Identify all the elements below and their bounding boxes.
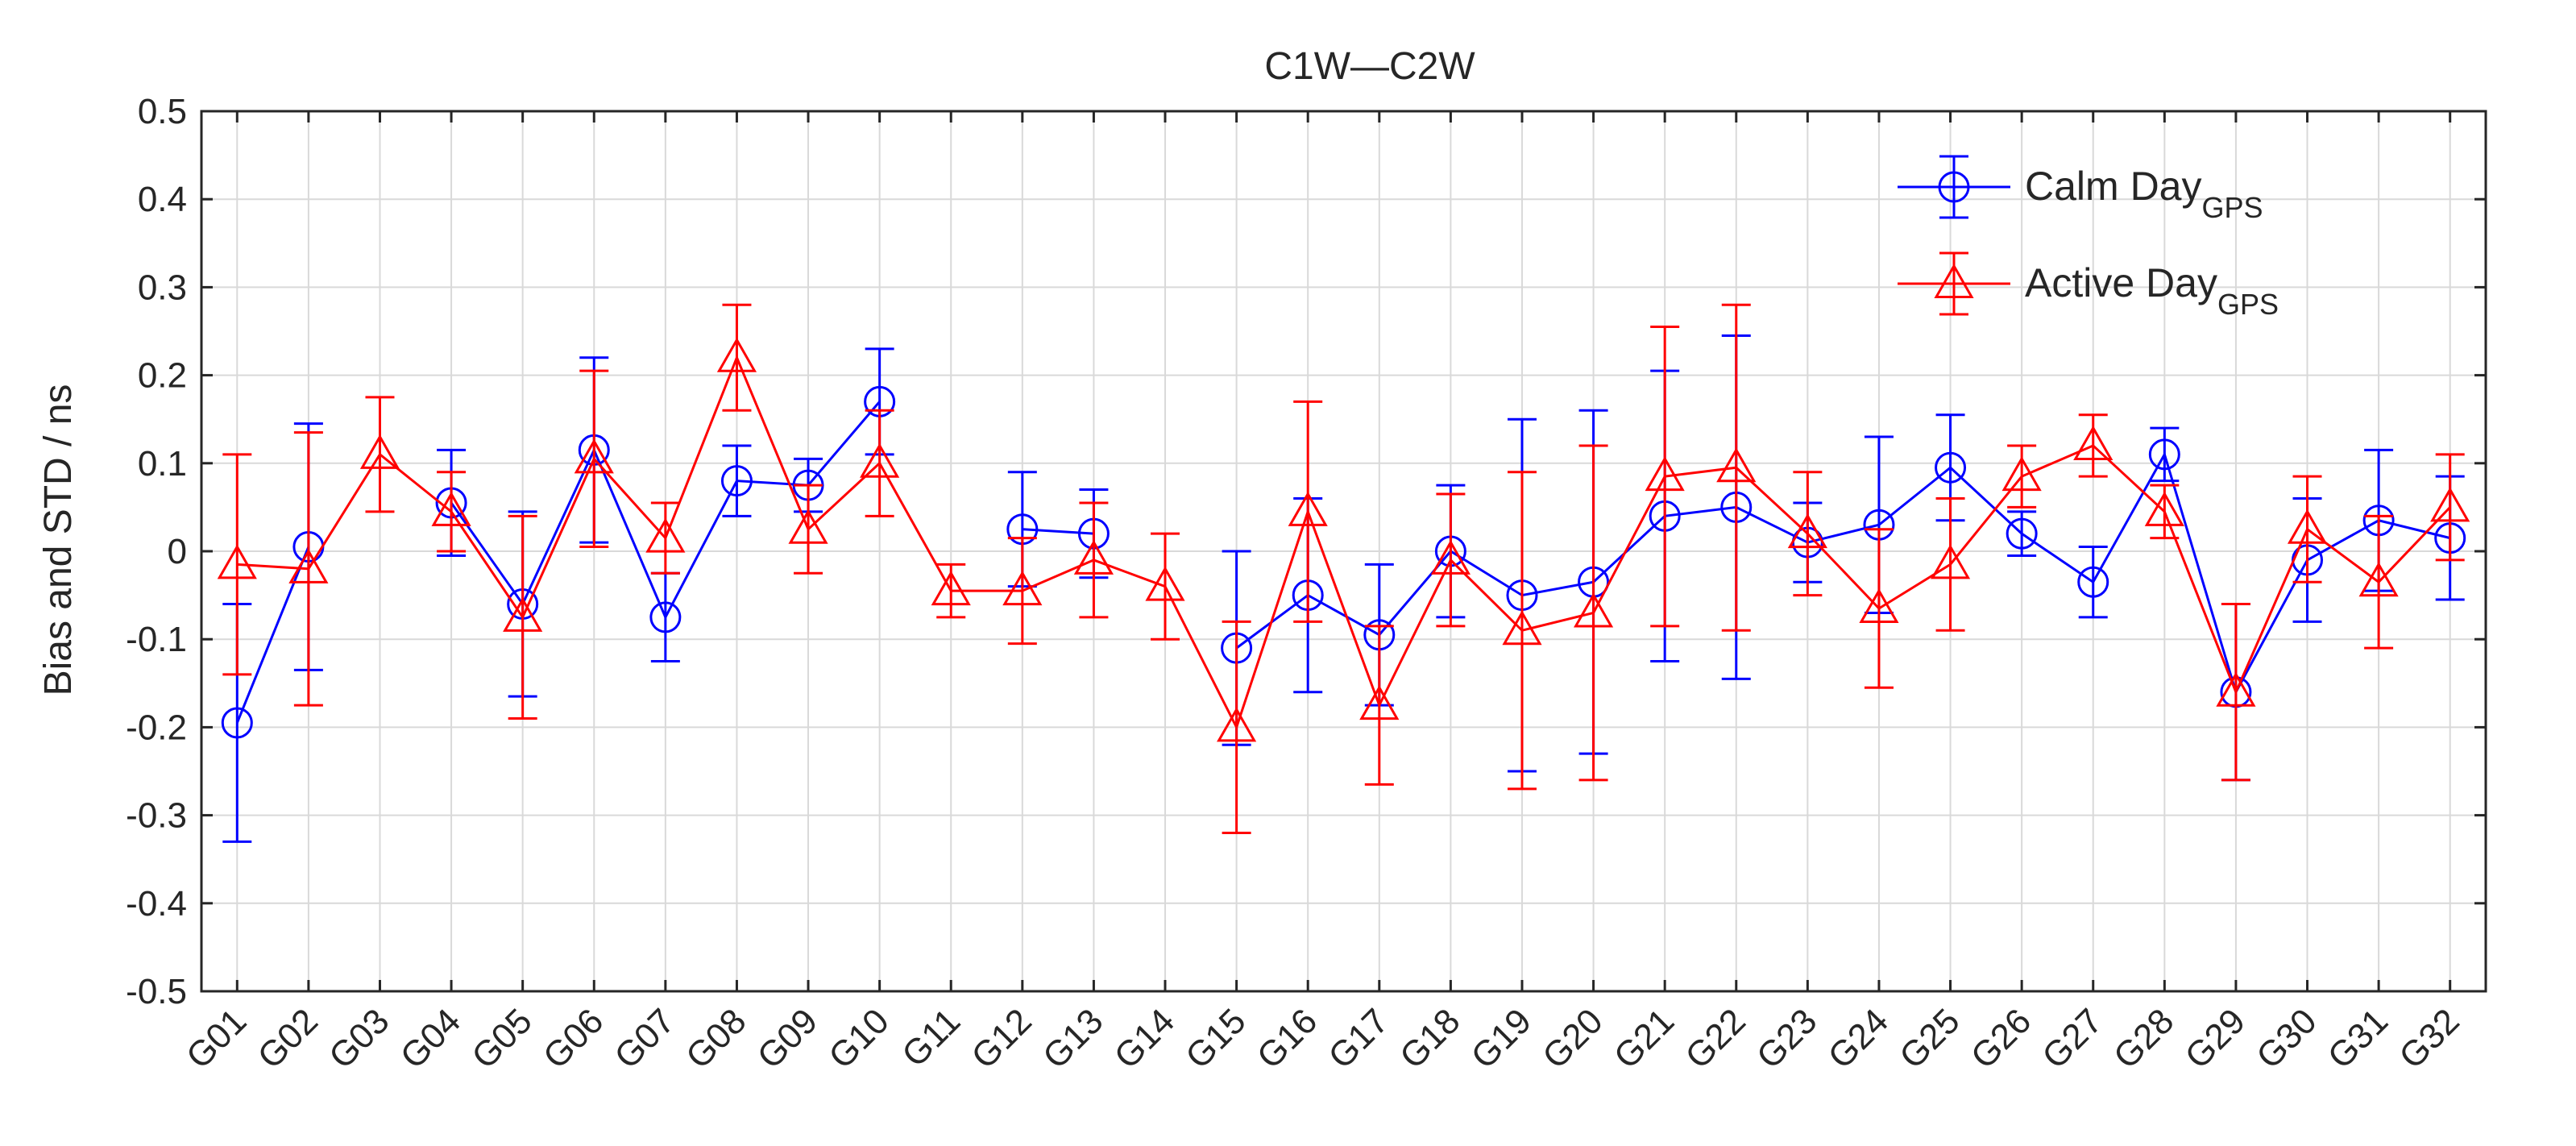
triangle-marker bbox=[1145, 566, 1185, 601]
error-bar bbox=[2292, 475, 2322, 583]
error-bar bbox=[508, 514, 537, 720]
error-bar bbox=[1650, 326, 1680, 628]
triangle-marker bbox=[2216, 671, 2256, 707]
error-bar bbox=[1293, 400, 1323, 623]
y-tick-label: 0.1 bbox=[138, 444, 187, 484]
error-bar bbox=[722, 303, 752, 412]
triangle-marker bbox=[716, 337, 757, 372]
triangle-marker bbox=[2430, 487, 2470, 522]
error-bar bbox=[1436, 492, 1466, 628]
circle-marker bbox=[1938, 171, 1970, 203]
triangle-marker bbox=[1073, 539, 1114, 575]
y-tick-label: -0.3 bbox=[126, 796, 187, 836]
triangle-marker bbox=[1934, 263, 1974, 298]
triangle-marker bbox=[1787, 513, 1827, 549]
triangle-marker bbox=[931, 571, 971, 606]
y-tick-label: 0.4 bbox=[138, 180, 187, 219]
triangle-marker bbox=[2358, 562, 2399, 597]
series-layer bbox=[217, 303, 2470, 843]
triangle-marker bbox=[503, 596, 543, 632]
error-bar bbox=[1007, 537, 1037, 646]
circle-marker bbox=[2006, 517, 2038, 550]
triangle-marker bbox=[1573, 592, 1614, 628]
legend-label-subscript: GPS bbox=[2217, 288, 2279, 321]
series-active-day bbox=[217, 303, 2470, 834]
y-tick-label: -0.1 bbox=[126, 620, 187, 659]
error-bar bbox=[1222, 620, 1251, 834]
error-bar bbox=[865, 409, 894, 517]
triangle-marker bbox=[1359, 685, 1400, 720]
error-bar bbox=[437, 471, 467, 553]
triangle-marker bbox=[860, 442, 900, 478]
error-bar bbox=[222, 453, 252, 676]
error-bar bbox=[2078, 413, 2108, 478]
circle-marker bbox=[720, 465, 753, 497]
error-bar bbox=[2435, 453, 2465, 562]
triangle-marker bbox=[2001, 456, 2042, 492]
error-bar bbox=[1151, 532, 1180, 641]
circle-marker bbox=[221, 707, 253, 739]
triangle-marker bbox=[1930, 544, 1971, 579]
legend-label-subscript: GPS bbox=[2201, 191, 2263, 224]
triangle-marker bbox=[359, 434, 400, 469]
error-bar bbox=[794, 484, 823, 575]
circle-marker bbox=[2077, 566, 2109, 598]
triangle-marker bbox=[1430, 539, 1471, 575]
chart-title: C1W—C2W bbox=[1264, 45, 1475, 88]
error-bar bbox=[1079, 501, 1109, 619]
y-tick-label: 0.2 bbox=[138, 356, 187, 396]
error-bar bbox=[2221, 603, 2250, 782]
triangle-marker bbox=[1716, 447, 1757, 483]
triangle-marker bbox=[645, 517, 686, 553]
y-axis-label: Bias and STD / ns bbox=[37, 384, 80, 696]
circle-marker bbox=[1935, 451, 1967, 484]
error-bar bbox=[2007, 444, 2037, 509]
y-tick-label: 0.3 bbox=[138, 268, 187, 307]
error-bar bbox=[579, 369, 609, 549]
error-bar bbox=[365, 396, 395, 513]
error-bar bbox=[2150, 426, 2180, 483]
triangle-marker bbox=[1002, 571, 1043, 606]
error-bar bbox=[722, 444, 752, 517]
error-bar bbox=[1364, 625, 1394, 786]
triangle-marker bbox=[431, 491, 471, 526]
triangle-marker bbox=[2144, 491, 2184, 526]
circle-marker bbox=[649, 601, 682, 633]
y-tick-label: -0.2 bbox=[126, 708, 187, 747]
triangle-marker bbox=[1645, 456, 1685, 492]
y-tick-label: 0 bbox=[168, 532, 187, 571]
error-bar bbox=[2078, 546, 2108, 619]
triangle-marker bbox=[2287, 509, 2328, 544]
triangle-marker bbox=[288, 548, 329, 583]
triangle-marker bbox=[788, 509, 828, 544]
error-bar bbox=[1578, 444, 1608, 782]
triangle-marker bbox=[574, 438, 614, 474]
error-bar bbox=[1721, 303, 1751, 632]
triangle-marker bbox=[1859, 588, 1899, 623]
y-tick-label: -0.4 bbox=[126, 884, 187, 924]
circle-marker bbox=[2148, 438, 2180, 471]
error-bar bbox=[1864, 528, 1894, 689]
error-bar bbox=[650, 501, 680, 575]
triangle-marker bbox=[1288, 491, 1328, 526]
error-bar bbox=[1793, 471, 1823, 597]
y-tick-label: 0.5 bbox=[138, 92, 187, 131]
triangle-marker bbox=[1217, 707, 1257, 742]
triangle-marker bbox=[217, 544, 257, 579]
y-tick-label: -0.5 bbox=[126, 972, 187, 1011]
error-bar bbox=[293, 431, 323, 707]
triangle-marker bbox=[1502, 610, 1542, 646]
error-bar bbox=[1507, 471, 1537, 791]
error-bar bbox=[2364, 514, 2394, 650]
triangle-marker bbox=[2073, 425, 2113, 460]
error-bar bbox=[1935, 496, 1965, 632]
